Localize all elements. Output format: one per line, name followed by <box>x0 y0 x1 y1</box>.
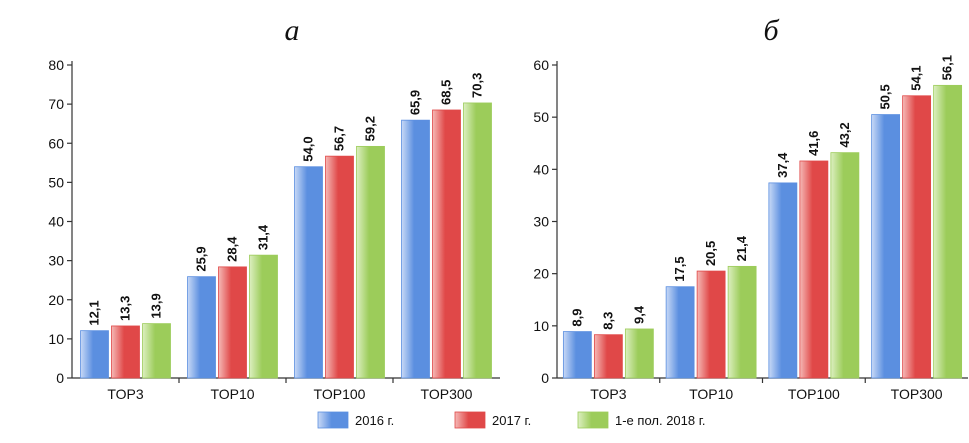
legend-item: 2017 г. <box>454 411 531 429</box>
data-label: 12,1 <box>87 300 102 325</box>
bar-top3-series-1 <box>562 331 592 379</box>
data-label: 59,2 <box>363 116 378 141</box>
data-label: 65,9 <box>408 90 423 115</box>
y-tick-label: 40 <box>533 161 549 177</box>
bar-top10-series-3 <box>249 254 278 379</box>
bar-top10-series-2 <box>696 270 726 379</box>
bar-top100-series-3 <box>356 145 385 379</box>
data-label: 21,4 <box>734 235 749 261</box>
y-tick-label: 30 <box>48 253 64 269</box>
bar-top100-series-1 <box>294 166 323 379</box>
data-label: 56,1 <box>940 55 955 80</box>
data-label: 68,5 <box>439 80 454 105</box>
bar-top3-series-2 <box>593 334 623 379</box>
data-label: 28,4 <box>225 236 240 262</box>
legend: 2016 г. 2017 г. 1-е пол. 2018 г. <box>317 411 706 429</box>
y-tick-label: 10 <box>48 331 64 347</box>
x-tick-label: TOP10 <box>210 386 254 402</box>
bar-top3-series-1 <box>80 330 109 379</box>
bar-top10-series-1 <box>665 286 695 379</box>
x-tick-label: TOP100 <box>788 386 840 402</box>
bar-top100-series-1 <box>768 182 798 379</box>
y-tick-label: 20 <box>533 266 549 282</box>
y-tick-label: 80 <box>48 57 64 73</box>
x-tick-label: TOP300 <box>891 386 943 402</box>
bar-top100-series-2 <box>325 155 354 379</box>
legend-label: 2016 г. <box>355 413 394 428</box>
x-tick-label: TOP3 <box>590 386 627 402</box>
panel-title: а <box>285 14 300 47</box>
chart-panel-1: а 0 10 20 30 40 50 60 70 80 12,1 13,3 13,9 TOP3 25,9 28… <box>48 14 500 402</box>
legend-item: 1-е пол. 2018 г. <box>577 411 706 429</box>
bar-top3-series-3 <box>142 323 171 379</box>
y-tick-label: 20 <box>48 292 64 308</box>
data-label: 70,3 <box>470 73 485 98</box>
legend-label: 1-е пол. 2018 г. <box>615 413 706 428</box>
bar-top300-series-1 <box>401 119 430 379</box>
y-tick-label: 0 <box>56 370 64 386</box>
data-label: 43,2 <box>837 122 852 147</box>
y-tick-label: 10 <box>533 318 549 334</box>
data-label: 54,0 <box>301 136 316 161</box>
data-label: 50,5 <box>878 84 893 109</box>
data-label: 8,9 <box>569 308 584 326</box>
data-label: 37,4 <box>775 152 790 178</box>
y-tick-label: 0 <box>541 370 549 386</box>
panel-title: б <box>763 14 779 47</box>
bar-top10-series-1 <box>187 276 216 379</box>
y-tick-label: 60 <box>533 57 549 73</box>
data-label: 13,9 <box>149 293 164 318</box>
bar-top3-series-3 <box>624 328 654 379</box>
bar-top10-series-3 <box>727 265 757 379</box>
x-tick-label: TOP100 <box>314 386 366 402</box>
bar-top100-series-2 <box>799 160 829 379</box>
bar-top3-series-2 <box>111 325 140 379</box>
x-tick-label: TOP3 <box>107 386 144 402</box>
y-tick-label: 70 <box>48 96 64 112</box>
bar-top300-series-2 <box>902 95 932 379</box>
x-tick-label: TOP300 <box>421 386 473 402</box>
data-label: 25,9 <box>194 246 209 271</box>
legend-item: 2016 г. <box>317 411 394 429</box>
legend-swatch <box>317 411 349 429</box>
bar-top300-series-2 <box>432 109 461 379</box>
y-tick-label: 50 <box>533 109 549 125</box>
legend-swatch <box>577 411 609 429</box>
bar-top100-series-3 <box>830 152 860 379</box>
bar-top300-series-3 <box>463 102 492 379</box>
y-tick-label: 50 <box>48 174 64 190</box>
bar-top10-series-2 <box>218 266 247 379</box>
data-label: 8,3 <box>600 312 615 330</box>
data-label: 20,5 <box>703 241 718 266</box>
y-tick-label: 30 <box>533 214 549 230</box>
data-label: 13,3 <box>118 296 133 321</box>
data-label: 31,4 <box>256 224 271 250</box>
y-tick-label: 60 <box>48 135 64 151</box>
data-label: 56,7 <box>332 126 347 151</box>
data-label: 9,4 <box>631 305 646 324</box>
data-label: 17,5 <box>672 256 687 281</box>
data-label: 41,6 <box>806 131 821 156</box>
legend-swatch <box>454 411 486 429</box>
y-tick-label: 40 <box>48 214 64 230</box>
legend-label: 2017 г. <box>492 413 531 428</box>
bar-top300-series-1 <box>871 114 901 379</box>
data-label: 54,1 <box>909 65 924 90</box>
bar-top300-series-3 <box>933 84 963 379</box>
x-tick-label: TOP10 <box>689 386 733 402</box>
chart-panel-2: б 0 10 20 30 40 50 60 8,9 8,3 9,4 TOP3 17,5 20,5 21,4 T… <box>533 14 968 402</box>
